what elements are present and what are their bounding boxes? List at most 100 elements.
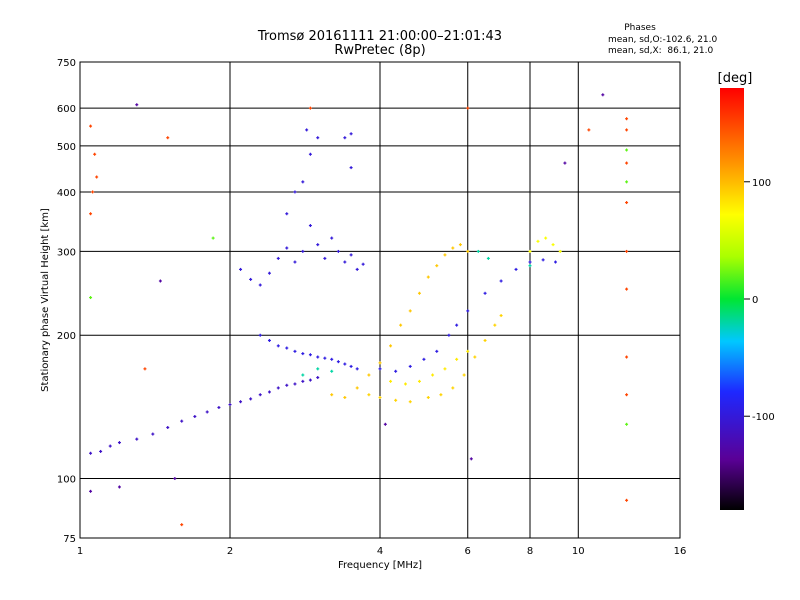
data-point bbox=[301, 379, 305, 383]
data-point bbox=[336, 249, 340, 253]
grid-lines bbox=[80, 62, 680, 538]
data-point bbox=[551, 243, 555, 247]
data-point bbox=[301, 352, 305, 356]
data-point bbox=[483, 291, 487, 295]
x-axis-label: Frequency [MHz] bbox=[338, 560, 422, 571]
data-point bbox=[466, 106, 470, 110]
data-point bbox=[435, 349, 439, 353]
data-point bbox=[249, 277, 253, 281]
data-point bbox=[417, 379, 421, 383]
data-point bbox=[267, 271, 271, 275]
data-point bbox=[285, 383, 289, 387]
data-point bbox=[431, 373, 435, 377]
data-point bbox=[89, 296, 93, 300]
data-point bbox=[301, 180, 305, 184]
y-axis-label: Stationary phase Virtual Height [km] bbox=[40, 208, 51, 392]
data-point bbox=[89, 124, 93, 128]
data-point bbox=[544, 236, 548, 240]
data-point bbox=[117, 441, 121, 445]
data-point bbox=[316, 367, 320, 371]
data-point bbox=[108, 444, 112, 448]
data-point bbox=[458, 243, 462, 247]
data-point bbox=[439, 393, 443, 397]
data-point bbox=[89, 212, 93, 216]
y-tick-label: 750 bbox=[57, 58, 76, 69]
data-point bbox=[408, 400, 412, 404]
data-point bbox=[625, 180, 629, 184]
data-point bbox=[316, 243, 320, 247]
data-point bbox=[394, 369, 398, 373]
data-point bbox=[166, 136, 170, 140]
data-point bbox=[89, 489, 93, 493]
colorbar-tick-label: -100 bbox=[752, 412, 775, 423]
data-point bbox=[528, 249, 532, 253]
data-point bbox=[293, 349, 297, 353]
data-point bbox=[469, 457, 473, 461]
data-point bbox=[399, 323, 403, 327]
data-point bbox=[217, 406, 221, 410]
data-point bbox=[316, 376, 320, 380]
data-point bbox=[308, 106, 312, 110]
data-point bbox=[205, 410, 209, 414]
data-point bbox=[228, 403, 232, 407]
data-point bbox=[301, 373, 305, 377]
data-point bbox=[625, 393, 629, 397]
stats-o-mode: mean, sd,O:-102.6, 21.0 bbox=[608, 35, 718, 45]
data-point bbox=[151, 432, 155, 436]
data-point bbox=[89, 451, 93, 455]
data-point bbox=[330, 236, 334, 240]
data-point bbox=[276, 256, 280, 260]
data-point bbox=[91, 190, 95, 194]
data-point bbox=[499, 314, 503, 318]
data-point bbox=[258, 283, 262, 287]
data-point bbox=[305, 128, 309, 132]
data-point bbox=[422, 357, 426, 361]
data-point bbox=[323, 256, 327, 260]
data-point bbox=[285, 346, 289, 350]
colorbar bbox=[720, 88, 744, 510]
data-point bbox=[99, 449, 103, 453]
data-point bbox=[285, 246, 289, 250]
data-point bbox=[443, 253, 447, 257]
data-point bbox=[316, 355, 320, 359]
data-point bbox=[417, 291, 421, 295]
data-point bbox=[541, 258, 545, 262]
data-point bbox=[473, 355, 477, 359]
data-point bbox=[361, 262, 365, 266]
data-point bbox=[267, 338, 271, 342]
data-point bbox=[601, 93, 605, 97]
x-tick-label: 4 bbox=[377, 546, 383, 557]
data-point bbox=[408, 309, 412, 313]
data-point bbox=[193, 414, 197, 418]
data-point bbox=[625, 148, 629, 152]
data-point bbox=[563, 161, 567, 165]
data-point bbox=[349, 166, 353, 170]
data-point bbox=[355, 386, 359, 390]
data-point bbox=[625, 128, 629, 132]
data-point bbox=[367, 393, 371, 397]
data-point bbox=[135, 103, 139, 107]
data-point bbox=[625, 249, 629, 253]
data-point bbox=[389, 344, 393, 348]
data-point bbox=[435, 264, 439, 268]
data-point bbox=[455, 357, 459, 361]
data-point bbox=[367, 373, 371, 377]
data-point bbox=[408, 364, 412, 368]
data-point bbox=[323, 356, 327, 360]
data-point bbox=[349, 364, 353, 368]
data-point bbox=[514, 267, 518, 271]
data-point bbox=[426, 275, 430, 279]
chart-subtitle: RwPretec (8p) bbox=[334, 43, 425, 58]
data-point bbox=[625, 117, 629, 121]
data-point bbox=[451, 386, 455, 390]
data-point bbox=[466, 309, 470, 313]
data-point bbox=[95, 175, 99, 179]
stats-heading: Phases bbox=[624, 23, 656, 33]
colorbar-label: [deg] bbox=[718, 71, 753, 86]
data-point bbox=[249, 397, 253, 401]
data-point bbox=[180, 419, 184, 423]
data-point bbox=[625, 287, 629, 291]
data-point bbox=[447, 333, 451, 337]
data-point bbox=[462, 373, 466, 377]
data-point bbox=[486, 256, 490, 260]
